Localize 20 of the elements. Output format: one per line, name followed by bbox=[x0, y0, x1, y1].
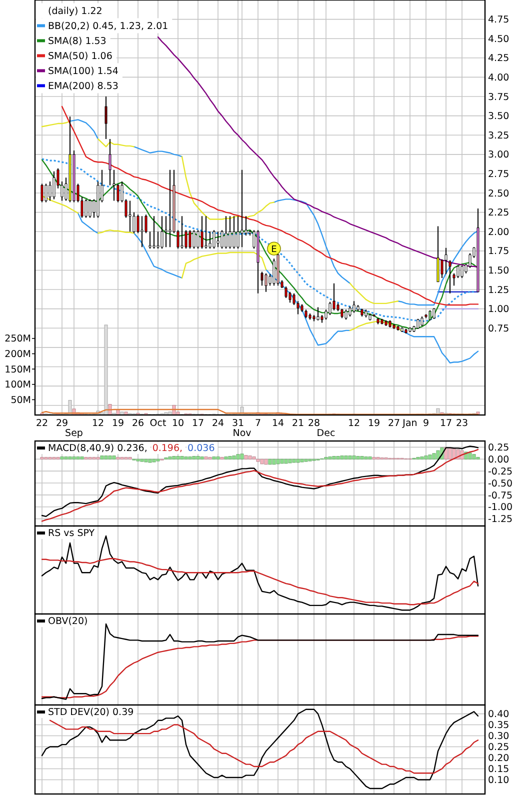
y-tick-label: 0.25 bbox=[488, 742, 510, 754]
legend-label: STD DEV(20) 0.39 bbox=[48, 707, 134, 718]
y-tick-label: 0.00 bbox=[488, 454, 510, 466]
y-tick-label: 0.15 bbox=[488, 764, 510, 776]
y-tick-label: 0.25 bbox=[488, 442, 510, 454]
text: 0.196, bbox=[152, 443, 183, 454]
legend-label: OBV(20) bbox=[48, 616, 88, 627]
y-tick-label: -1.00 bbox=[488, 502, 513, 514]
legend-label: RS vs SPY bbox=[48, 528, 95, 539]
y-tick-label: 0.10 bbox=[488, 775, 510, 786]
y-tick-label: 0.30 bbox=[488, 731, 510, 742]
y-tick-label: -0.75 bbox=[488, 490, 513, 502]
y-tick-label: -0.50 bbox=[488, 478, 513, 490]
y-tick-label: 0.40 bbox=[488, 709, 510, 720]
y-tick-label: 0.35 bbox=[488, 720, 510, 732]
y-tick-label: -1.25 bbox=[488, 514, 513, 526]
y-tick-label: -0.25 bbox=[488, 466, 513, 478]
y-tick-label: 0.20 bbox=[488, 753, 510, 764]
legend-label: MACD(8,40,9) 0.236, bbox=[48, 443, 148, 454]
series-label: 0.036 bbox=[188, 443, 215, 454]
